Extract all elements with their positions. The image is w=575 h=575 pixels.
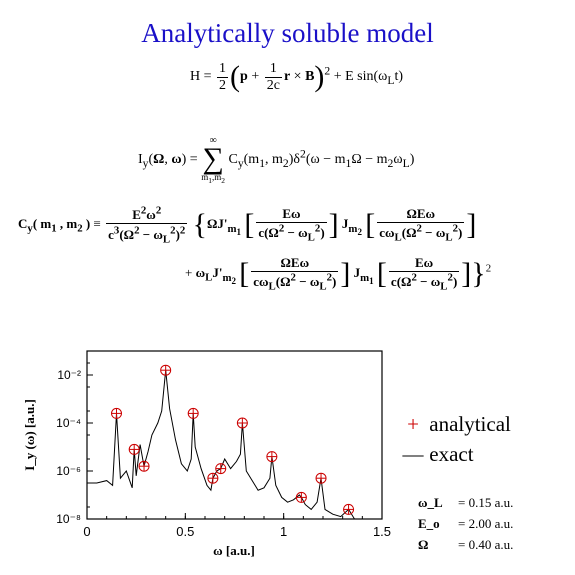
y-axis-ticks: 10⁻⁸ 10⁻⁶ 10⁻⁴ 10⁻² — [56, 362, 93, 526]
analytical-point — [138, 460, 150, 472]
slide-title: Analytically soluble model — [141, 18, 434, 48]
analytical-point — [111, 407, 122, 419]
param-omega-l: ω_L = 0.15 a.u. — [418, 495, 514, 510]
hamiltonian-equation: H = 1 2 (p + 1 2c r × B)2 + E sin(ωLt) — [190, 60, 404, 93]
coefficient-equation-line1: Cy( m1 , m2 ) ≡ E2ω2 c3(Ω2 − ωL2)2 {ΩJ'm1… — [18, 205, 477, 246]
plot-frame — [86, 350, 383, 520]
analytical-point — [315, 472, 327, 484]
intensity-equation: Iy(Ω, ω) = ∞ ∑ m1,m2 Cy(m1, m2)δ2(ω − m1… — [138, 135, 415, 185]
x-axis-ticks: 0 0.5 1 1.5 — [83, 513, 391, 539]
exact-legend-marker: — — [402, 442, 424, 466]
param-e0: E_o = 2.00 a.u. — [418, 516, 514, 531]
x-axis-label: ω [a.u.] — [213, 543, 255, 558]
param-omega: Ω = 0.40 a.u. — [418, 537, 514, 552]
analytical-point — [295, 491, 307, 503]
y-tick-label: 10⁻⁴ — [56, 416, 81, 430]
analytical-point — [160, 364, 172, 376]
analytical-point — [266, 451, 278, 463]
analytical-markers — [111, 364, 355, 515]
analytical-legend-marker: + — [407, 412, 419, 436]
exact-legend-label: exact — [429, 442, 474, 466]
legend-analytical: + analytical — [402, 412, 511, 437]
analytical-point — [343, 503, 355, 515]
x-tick-label: 0.5 — [176, 524, 194, 539]
analytical-legend-label: analytical — [429, 412, 511, 436]
x-tick-label: 1.5 — [373, 524, 391, 539]
analytical-point — [215, 463, 227, 475]
x-tick-label: 1 — [280, 524, 287, 539]
parameter-list: ω_L = 0.15 a.u. E_o = 2.00 a.u. Ω = 0.40 a.… — [418, 492, 513, 555]
analytical-point — [207, 472, 219, 484]
y-tick-label: 10⁻⁸ — [56, 512, 81, 526]
y-tick-label: 10⁻² — [57, 368, 81, 382]
legend-exact: — exact — [402, 442, 474, 467]
x-tick-label: 0 — [83, 524, 90, 539]
coefficient-equation-line2: + ωLJ'm2 [ΩEω cωL(Ω2 − ωL2)] Jm1 [Eω c(Ω2 … — [185, 255, 492, 293]
analytical-point — [187, 407, 199, 419]
spectrum-chart: 0 0.5 1 1.5 10⁻⁸ 10⁻⁶ 10⁻⁴ 10⁻² ω [a.u.] I_y (… — [22, 350, 391, 558]
y-axis-label: I_y (ω) [a.u.] — [22, 399, 37, 471]
y-tick-label: 10⁻⁶ — [56, 464, 81, 478]
analytical-point — [128, 443, 140, 455]
analytical-point — [236, 417, 248, 429]
exact-series-line — [87, 370, 355, 520]
